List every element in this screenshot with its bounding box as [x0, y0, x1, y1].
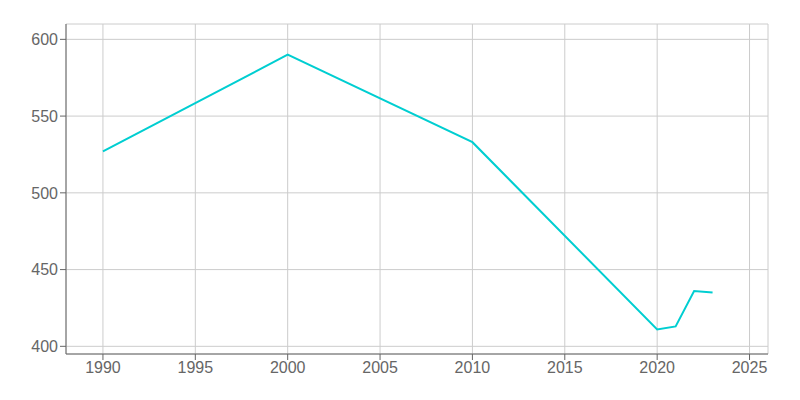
svg-text:2005: 2005 — [362, 359, 398, 376]
svg-text:500: 500 — [31, 185, 58, 202]
svg-text:2000: 2000 — [270, 359, 306, 376]
svg-text:2025: 2025 — [732, 359, 768, 376]
svg-text:1995: 1995 — [178, 359, 214, 376]
svg-text:2015: 2015 — [547, 359, 583, 376]
svg-text:2020: 2020 — [639, 359, 675, 376]
svg-text:450: 450 — [31, 261, 58, 278]
svg-text:1990: 1990 — [85, 359, 121, 376]
svg-text:550: 550 — [31, 108, 58, 125]
svg-text:2010: 2010 — [455, 359, 491, 376]
svg-text:600: 600 — [31, 31, 58, 48]
svg-text:400: 400 — [31, 338, 58, 355]
